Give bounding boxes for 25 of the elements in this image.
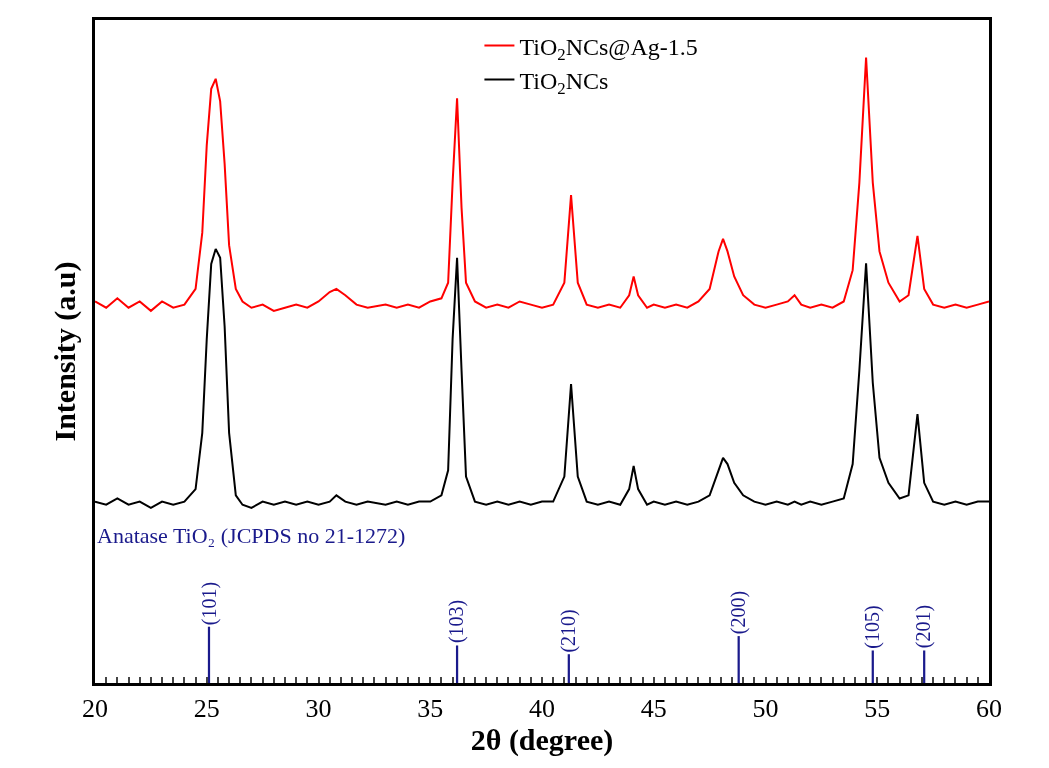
x-tick-label: 50 (752, 693, 779, 723)
x-tick-label: 45 (640, 693, 667, 723)
x-axis-title: 2θ (degree) (470, 722, 614, 757)
annotation: (210) (557, 609, 581, 653)
x-tick-label: 25 (193, 693, 220, 723)
bar (455, 645, 459, 683)
x-tick-label: 55 (864, 693, 891, 723)
bar (737, 636, 740, 683)
bar (567, 654, 570, 683)
x-tick-label: 40 (529, 693, 555, 723)
bar (923, 650, 926, 683)
annotation: (201) (912, 604, 936, 649)
x-tick-label: 20 (82, 693, 108, 723)
legend-label: TiO$_{2}$NCs@Ag-1.5 (519, 33, 698, 64)
x-tick-label: 30 (305, 693, 332, 723)
annotation: (101) (197, 581, 221, 626)
annotation: (105) (860, 605, 884, 649)
x-tick-label: 35 (417, 693, 444, 723)
y-axis-title: Intensity (a.u) (48, 261, 83, 442)
annotation: (103) (445, 599, 469, 644)
legend-label: TiO$_{2}$NCs (519, 67, 609, 99)
x-tick-label: 60 (976, 693, 1002, 723)
annotation: (200) (727, 590, 751, 635)
bar (871, 650, 874, 683)
annotation: Anatase TiO₂ (JCPDS no 21-1272) (97, 523, 406, 548)
